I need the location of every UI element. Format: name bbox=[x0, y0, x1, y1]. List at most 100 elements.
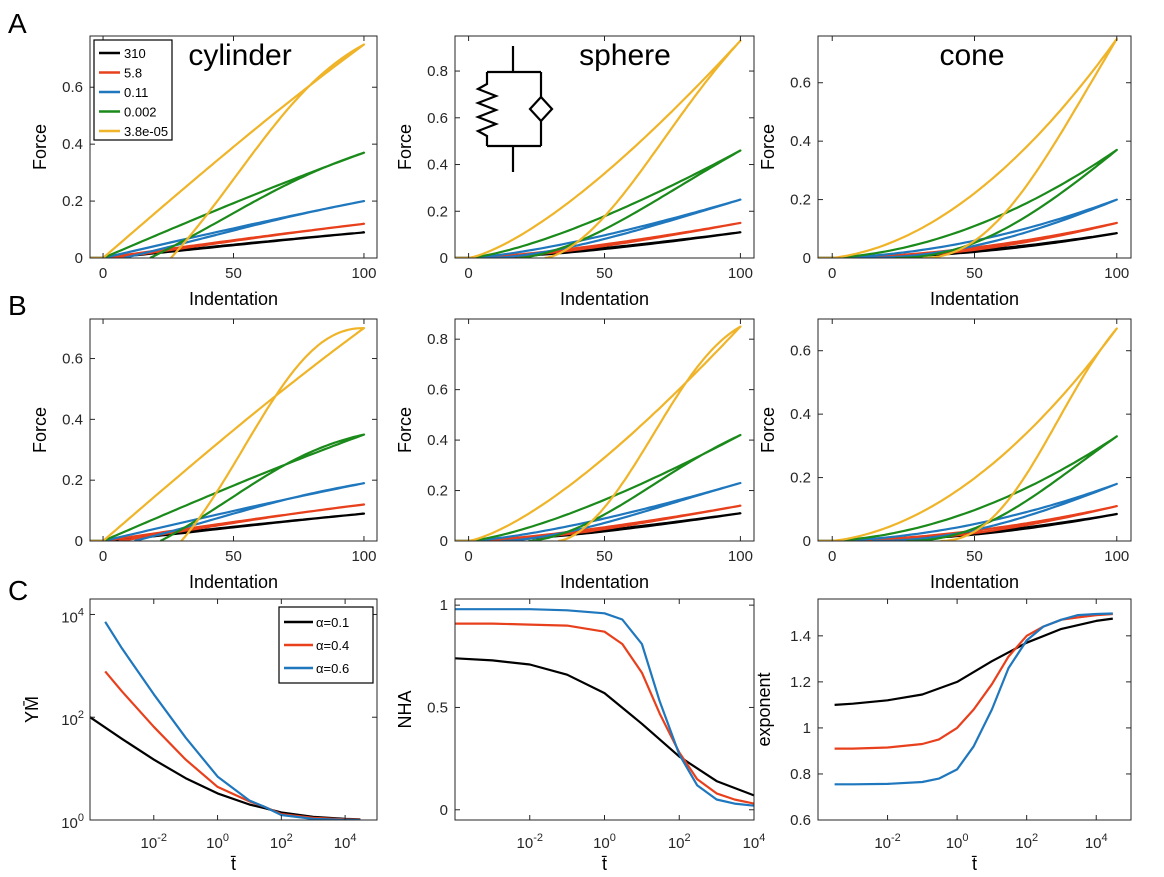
x-tick-label: 50 bbox=[596, 265, 613, 282]
x-tick-label: 102 bbox=[668, 832, 691, 852]
y-tick-label: 1.4 bbox=[790, 628, 811, 645]
y-tick-label: 0.6 bbox=[427, 382, 448, 399]
y-tick-label: 100 bbox=[61, 812, 84, 832]
x-axis-label: Indentation bbox=[930, 572, 1019, 592]
legend-entry: α=0.4 bbox=[316, 638, 349, 653]
series-line-0.11 bbox=[455, 198, 742, 258]
series-line-5.8 bbox=[90, 503, 366, 541]
y-axis-label: Force bbox=[758, 407, 778, 453]
y-tick-label: 0 bbox=[75, 250, 83, 267]
y-tick-label: 0.4 bbox=[790, 133, 811, 150]
x-tick-label: 0 bbox=[464, 548, 472, 565]
axes-c-nha: 10-2 100 102 104 0 0.5 1 t̄ NHA bbox=[395, 597, 765, 874]
axes-a-sphere: 0 50 100 0 0.2 0.4 0.6 0.8 Indentation Force spher… bbox=[395, 35, 755, 309]
panel-label-b: B bbox=[8, 290, 27, 321]
plot-area bbox=[834, 612, 1113, 786]
series-line-0.002 bbox=[455, 433, 742, 541]
x-tick-label: 100 bbox=[728, 265, 753, 282]
x-axis-label: Indentation bbox=[930, 289, 1019, 309]
y-tick-label: 0 bbox=[803, 250, 811, 267]
y-tick-label: 104 bbox=[61, 606, 84, 626]
x-tick-label: 50 bbox=[596, 548, 613, 565]
series-line-0.002 bbox=[455, 149, 742, 258]
series-line-α=0.4 bbox=[834, 612, 1113, 750]
series-line-α=0.6 bbox=[104, 621, 361, 820]
chart-title: cylinder bbox=[188, 39, 291, 72]
legend-entry: α=0.6 bbox=[316, 661, 349, 676]
legend-entry: 310 bbox=[124, 46, 146, 61]
y-axis-label: Force bbox=[395, 124, 415, 170]
series-line-0.11 bbox=[90, 482, 366, 541]
axes-a-cone: 0 50 100 0 0.2 0.4 0.6 Indentation Force cone bbox=[758, 35, 1132, 309]
x-tick-label: 100 bbox=[1104, 548, 1129, 565]
chart-title: cone bbox=[939, 39, 1004, 72]
y-axis-label: Force bbox=[758, 124, 778, 170]
series-line-α=0.6 bbox=[455, 608, 754, 807]
x-tick-label: 102 bbox=[1015, 832, 1038, 852]
axes-c-exponent: 10-2 100 102 104 0.6 0.8 1 1.2 1.4 t̄ exponent bbox=[754, 598, 1132, 874]
x-tick-label: 0 bbox=[99, 265, 107, 282]
y-tick-label: 0 bbox=[75, 533, 83, 550]
x-axis-label: t̄ bbox=[601, 854, 607, 874]
series-line-0.002 bbox=[818, 435, 1118, 541]
x-tick-label: 50 bbox=[966, 265, 983, 282]
x-tick-label: 50 bbox=[225, 265, 242, 282]
y-tick-label: 0 bbox=[803, 533, 811, 550]
series-line-3.8e-05 bbox=[90, 327, 366, 541]
y-tick-label: 0.2 bbox=[62, 193, 83, 210]
y-tick-label: 1 bbox=[440, 597, 448, 614]
y-tick-label: 0.4 bbox=[62, 136, 83, 153]
series-line-310 bbox=[90, 512, 366, 541]
y-tick-label: 0 bbox=[440, 802, 448, 819]
legend-entry: 3.8e-05 bbox=[124, 124, 168, 139]
x-tick-label: 50 bbox=[966, 548, 983, 565]
series-line-α=0.1 bbox=[455, 657, 754, 797]
y-tick-label: 0.2 bbox=[427, 203, 448, 220]
series-line-α=0.4 bbox=[104, 670, 361, 820]
axes-b-sphere: 0 50 100 0 0.2 0.4 0.6 0.8 Indentation Force bbox=[395, 318, 755, 592]
panel-label-c: C bbox=[8, 575, 28, 606]
plot-area bbox=[818, 327, 1118, 541]
axes-b-cone: 0 50 100 0 0.2 0.4 0.6 Indentation Force bbox=[758, 318, 1132, 592]
series-line-0.002 bbox=[90, 433, 366, 541]
series-line-5.8 bbox=[90, 222, 366, 258]
x-tick-label: 100 bbox=[1104, 265, 1129, 282]
plot-area bbox=[455, 608, 754, 807]
series-line-3.8e-05 bbox=[455, 39, 742, 258]
axes-frame bbox=[817, 318, 1132, 542]
y-axis-label: Force bbox=[30, 407, 50, 453]
series-line-310 bbox=[90, 231, 366, 258]
y-tick-label: 0.5 bbox=[427, 699, 448, 716]
x-tick-label: 10-2 bbox=[517, 832, 543, 852]
y-axis-label: exponent bbox=[754, 672, 774, 746]
x-tick-label: 104 bbox=[743, 832, 766, 852]
series-line-α=0.1 bbox=[90, 716, 361, 820]
x-tick-label: 0 bbox=[828, 548, 836, 565]
plot-area bbox=[455, 39, 742, 258]
series-line-3.8e-05 bbox=[455, 325, 742, 541]
series-line-3.8e-05 bbox=[90, 43, 366, 258]
legend-entry: 5.8 bbox=[124, 66, 142, 81]
spring-dashpot-schematic bbox=[474, 46, 554, 172]
y-tick-label: 0.4 bbox=[62, 411, 83, 428]
axes-frame bbox=[817, 598, 1132, 821]
y-tick-label: 0.6 bbox=[62, 79, 83, 96]
y-tick-label: 0.6 bbox=[790, 343, 811, 360]
y-axis-label: Force bbox=[30, 124, 50, 170]
series-line-α=0.1 bbox=[834, 617, 1113, 706]
chart-title: sphere bbox=[579, 39, 671, 72]
y-tick-label: 0.2 bbox=[790, 192, 811, 209]
y-tick-label: 0 bbox=[440, 533, 448, 550]
series-line-α=0.4 bbox=[455, 622, 754, 805]
legend-entry: 0.11 bbox=[124, 85, 148, 100]
y-tick-label: 1.2 bbox=[790, 674, 811, 691]
legend-entry: 0.002 bbox=[124, 105, 157, 120]
y-tick-label: 0.2 bbox=[427, 483, 448, 500]
x-tick-label: 100 bbox=[593, 832, 616, 852]
axes-a-cylinder: 0 50 100 0 0.2 0.4 0.6 Indentation Force cylinder… bbox=[30, 35, 378, 309]
x-tick-label: 100 bbox=[728, 548, 753, 565]
x-tick-label: 10-2 bbox=[874, 832, 900, 852]
plot-area bbox=[90, 43, 366, 258]
x-axis-label: Indentation bbox=[189, 572, 278, 592]
x-axis-label: t̄ bbox=[230, 854, 236, 874]
